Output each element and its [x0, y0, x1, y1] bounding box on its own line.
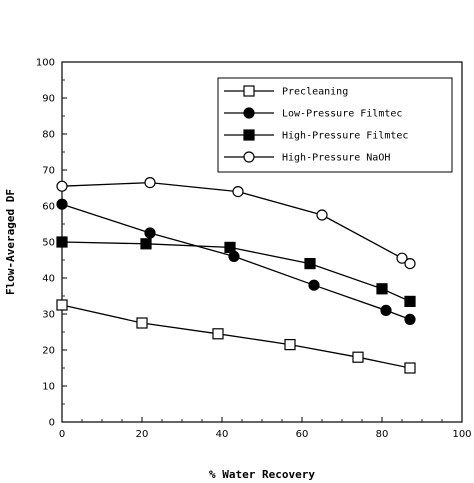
data-point — [144, 177, 156, 189]
x-tick-label: 20 — [136, 429, 149, 440]
data-point — [140, 238, 152, 250]
legend-marker — [243, 151, 255, 163]
y-tick-label: 60 — [42, 202, 55, 213]
legend-marker — [243, 107, 255, 119]
data-point — [396, 252, 408, 264]
data-point — [404, 295, 416, 307]
x-tick-label: 0 — [59, 429, 65, 440]
data-point — [376, 283, 388, 295]
y-tick-label: 70 — [42, 166, 55, 177]
legend-label: Precleaning — [282, 87, 348, 98]
series-line — [61, 203, 411, 321]
legend-box — [217, 77, 453, 173]
data-point — [56, 198, 68, 210]
y-tick-label: 20 — [42, 346, 55, 357]
legend-entry: High-Pressure NaOH — [224, 151, 390, 164]
data-point — [212, 328, 224, 340]
data-point — [56, 180, 68, 192]
series-0 — [56, 299, 416, 374]
data-point — [232, 186, 244, 198]
y-tick-label: 10 — [42, 382, 55, 393]
series-3 — [56, 177, 416, 270]
legend-label: High-Pressure Filmtec — [282, 131, 408, 142]
x-axis-ticks: 0 20 40 60 80 100 — [59, 417, 472, 440]
series-line — [61, 241, 411, 302]
y-tick-label: 90 — [42, 94, 55, 105]
x-axis-label: % Water Recovery — [209, 468, 315, 481]
data-point — [284, 339, 296, 351]
series-line — [61, 304, 411, 369]
legend-entry: High-Pressure Filmtec — [224, 129, 408, 142]
data-point — [308, 279, 320, 291]
legend-entry: Precleaning — [224, 85, 348, 98]
series-2 — [56, 236, 416, 307]
y-tick-label: 0 — [49, 418, 55, 429]
data-point — [380, 304, 392, 316]
legend-entries: Precleaning Low-Pressure Filmtec High-Pres… — [224, 85, 408, 164]
legend: Precleaning Low-Pressure Filmtec High-Pres… — [217, 77, 453, 173]
data-point — [136, 317, 148, 329]
legend-label: Low-Pressure Filmtec — [282, 109, 402, 120]
data-point — [56, 299, 68, 311]
x-tick-label: 40 — [216, 429, 229, 440]
data-point — [304, 258, 316, 270]
x-tick-label: 60 — [296, 429, 309, 440]
data-point — [144, 227, 156, 239]
series-1 — [56, 198, 416, 325]
data-point — [56, 236, 68, 248]
data-point — [404, 362, 416, 374]
legend-label: High-Pressure NaOH — [282, 153, 390, 164]
y-axis-label: Flow-Averaged DF — [4, 189, 17, 295]
y-tick-label: 100 — [36, 58, 55, 69]
series-layer — [56, 177, 416, 374]
y-axis-ticks: 0 10 20 30 40 50 60 70 80 90 100 — [36, 58, 67, 429]
legend-marker — [243, 85, 255, 97]
x-tick-label: 80 — [376, 429, 389, 440]
data-point — [352, 351, 364, 363]
data-point — [404, 313, 416, 325]
y-tick-label: 40 — [42, 274, 55, 285]
y-tick-label: 30 — [42, 310, 55, 321]
legend-entry: Low-Pressure Filmtec — [224, 107, 402, 120]
data-point — [224, 241, 236, 253]
data-point — [316, 209, 328, 221]
y-tick-label: 80 — [42, 130, 55, 141]
y-tick-label: 50 — [42, 238, 55, 249]
data-point — [404, 258, 416, 270]
x-tick-label: 100 — [452, 429, 471, 440]
legend-marker — [243, 129, 255, 141]
